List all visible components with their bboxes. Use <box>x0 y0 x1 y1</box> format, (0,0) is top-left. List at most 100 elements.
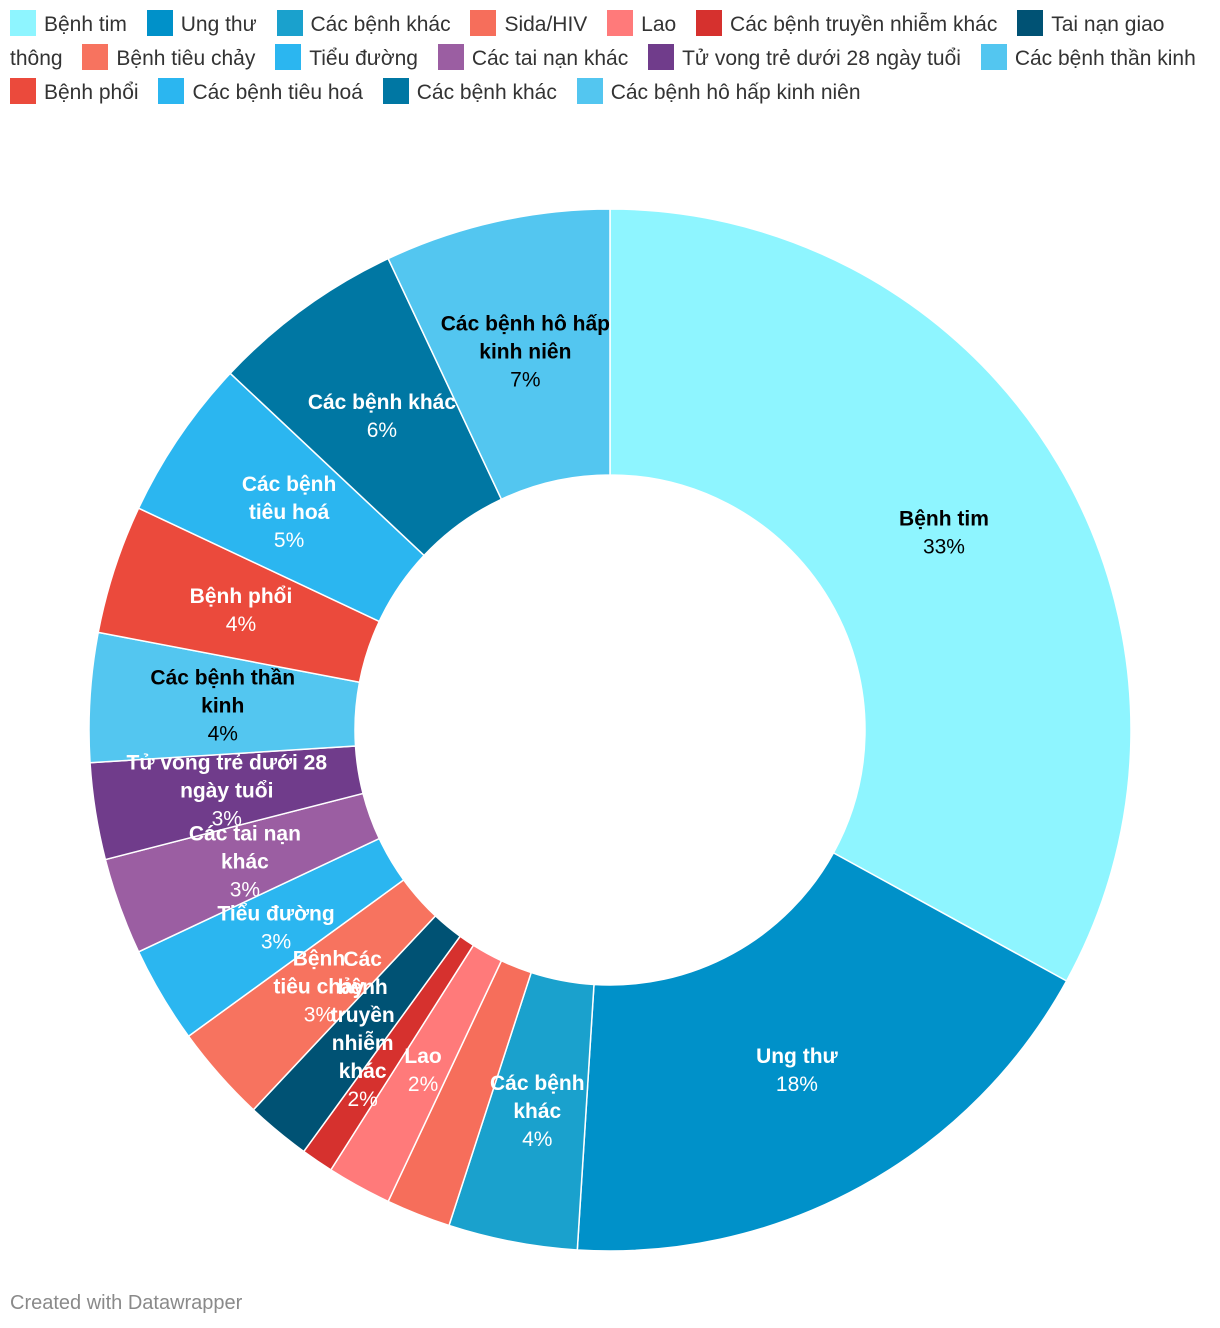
slice-16 <box>387 208 611 501</box>
slice-label-name: Các tai nạn <box>189 822 301 845</box>
legend-swatch <box>276 10 303 36</box>
chart-legend: Bệnh tim Ung thư Các bệnh khác Sida/HIV … <box>10 8 1210 110</box>
legend-label: Các bệnh khác <box>416 81 557 104</box>
slice-label: Bệnh tim 33% <box>899 507 989 558</box>
slice-label-value: 5% <box>274 529 304 552</box>
slice-label-name: khác <box>513 1100 561 1123</box>
slice-label-name: Các bệnh <box>490 1072 585 1095</box>
legend-swatch <box>576 78 603 104</box>
legend-label: Ung thư <box>180 13 257 36</box>
slice-label-value: 2% <box>408 1073 438 1096</box>
legend-swatch <box>382 78 409 104</box>
legend-label: Bệnh phổi <box>44 81 139 104</box>
legend-item: Các bệnh tiêu hoá <box>158 78 363 104</box>
slice-label: Tiểu đường 3% <box>217 903 334 954</box>
legend-item: Các bệnh khác <box>276 10 451 36</box>
slice-label-name: khác <box>339 1060 387 1083</box>
legend-swatch <box>146 10 173 36</box>
legend-item: Các bệnh thần kinh <box>980 44 1196 70</box>
slice-label-name: Tiểu đường <box>217 903 334 926</box>
slice-label: Bệnh phổi 4% <box>190 585 293 636</box>
legend-label: Tử vong trẻ dưới 28 ngày tuổi <box>682 47 961 70</box>
legend-item: Tử vong trẻ dưới 28 ngày tuổi <box>648 44 961 70</box>
legend-swatch <box>607 10 634 36</box>
footer-credit: Created with Datawrapper <box>10 1292 243 1314</box>
legend-item: Ung thư <box>146 10 257 36</box>
legend-label: Các bệnh hô hấp kinh niên <box>610 81 861 104</box>
slice-label-name: Các bệnh hô hấp <box>441 312 610 335</box>
slice-labels: Bệnh tim 33% Ung thư 18% Các bệnh khác 4% Lao 2%… <box>127 312 989 1151</box>
slice-label-name: tiêu chảy <box>273 976 364 999</box>
slice-label-name: Các bệnh khác <box>308 391 457 414</box>
legend-item: Bệnh tiêu chảy <box>82 44 256 70</box>
legend-label: Các bệnh thần kinh <box>1014 47 1196 70</box>
slice-label: Các bệnh khác 4% <box>490 1072 585 1151</box>
legend-item: Các bệnh truyền nhiễm khác <box>696 10 998 36</box>
slice-label-name: bệnh <box>338 976 388 999</box>
slice-label-value: 3% <box>230 878 260 901</box>
legend-label: Tai nạn giao thông <box>10 13 1165 70</box>
slice-label-name: Bệnh <box>293 948 346 971</box>
slice-label-value: 18% <box>776 1073 818 1096</box>
legend-label: Các bệnh khác <box>310 13 451 36</box>
legend-swatch <box>82 44 109 70</box>
legend-swatch <box>696 10 723 36</box>
legend-label: Bệnh tiêu chảy <box>116 47 256 70</box>
slice-label: Các tai nạn khác 3% <box>189 822 301 901</box>
slice-label-value: 4% <box>522 1128 552 1151</box>
legend-swatch <box>980 44 1007 70</box>
legend-item: Các tai nạn khác <box>437 44 629 70</box>
legend-item: Tai nạn giao thông <box>10 10 1165 70</box>
legend-item: Bệnh tim <box>10 10 127 36</box>
slice-label-name: ngày tuổi <box>180 780 273 803</box>
legend-item: Các bệnh khác <box>382 78 557 104</box>
legend-label: Bệnh tim <box>44 13 127 36</box>
legend-label: Tiểu đường <box>309 47 418 70</box>
slice-label: Các bệnh thần kinh 4% <box>150 667 295 746</box>
slice-label-name: kinh niên <box>479 340 571 363</box>
slice-label-name: tiêu hoá <box>249 501 330 524</box>
slice-label-name: Bệnh tim <box>899 507 989 530</box>
slice-label-value: 33% <box>923 535 965 558</box>
slice-1 <box>609 208 1132 983</box>
slice-label-name: Lao <box>404 1045 441 1068</box>
slice-label-name: Các <box>343 948 382 971</box>
slice-label: Tử vong trẻ dưới 28 ngày tuổi 3% <box>127 752 328 831</box>
legend-swatch <box>158 78 185 104</box>
slice-label-name: khác <box>221 850 269 873</box>
slice-label-name: Các bệnh thần <box>150 667 295 690</box>
slice-label: Các bệnh truyền nhiễm khác 2% <box>331 948 395 1111</box>
legend-swatch <box>1017 10 1044 36</box>
legend-swatch <box>10 10 36 36</box>
slice-label: Các bệnh hô hấp kinh niên 7% <box>441 312 610 391</box>
slice-label-value: 3% <box>261 931 291 954</box>
slice-label-value: 4% <box>208 723 238 746</box>
slice-label-name: kinh <box>201 695 244 718</box>
legend-label: Các bệnh truyền nhiễm khác <box>730 13 998 36</box>
legend-label: Các tai nạn khác <box>471 47 629 70</box>
slice-label-name: Tử vong trẻ dưới 28 <box>127 752 328 775</box>
slice-2 <box>576 851 1068 1252</box>
slice-label-value: 3% <box>304 1004 334 1027</box>
legend-swatch <box>648 44 675 70</box>
donut-slices <box>88 208 1132 1252</box>
legend-item: Sida/HIV <box>470 10 588 36</box>
legend-label: Sida/HIV <box>504 13 588 36</box>
legend-swatch <box>275 44 302 70</box>
slice-label: Các bệnh khác 6% <box>308 391 457 442</box>
slice-label-value: 2% <box>347 1088 377 1111</box>
legend-swatch <box>437 44 464 70</box>
legend-label: Lao <box>641 13 677 36</box>
slice-label-value: 7% <box>510 368 540 391</box>
slice-label-value: 4% <box>226 613 256 636</box>
legend-item: Các bệnh hô hấp kinh niên <box>576 78 861 104</box>
slice-label-name: nhiễm <box>332 1031 394 1055</box>
slice-label-name: Bệnh phổi <box>190 585 293 608</box>
slice-label-value: 3% <box>212 808 242 831</box>
legend-label: Các bệnh tiêu hoá <box>192 81 363 104</box>
slice-label: Lao 2% <box>404 1045 441 1096</box>
slice-label-name: Các bệnh <box>242 473 337 496</box>
legend-item: Lao <box>607 10 677 36</box>
legend-swatch <box>10 78 36 104</box>
